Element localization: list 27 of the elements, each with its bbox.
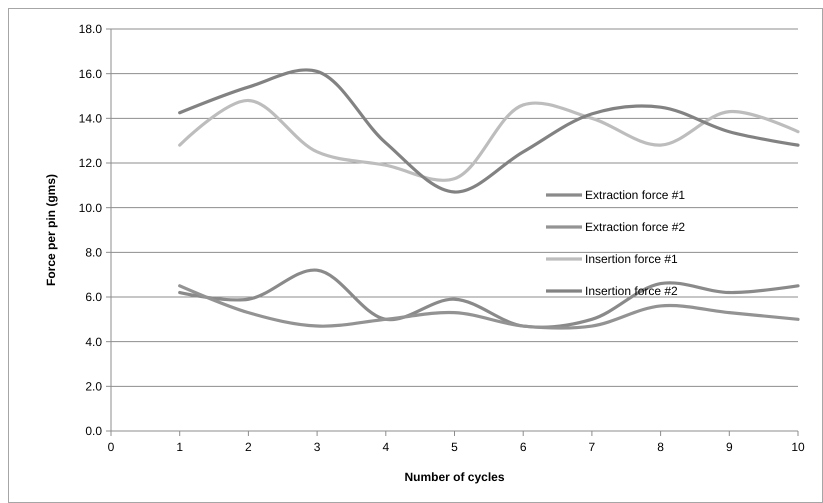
legend-label: Extraction force #2 (585, 220, 686, 234)
y-tick-label: 0.0 (85, 424, 102, 438)
x-tick-label: 6 (520, 440, 527, 454)
x-tick-label: 5 (451, 440, 458, 454)
x-tick-label: 2 (245, 440, 252, 454)
y-tick-label: 6.0 (85, 290, 102, 304)
y-tick-label: 14.0 (78, 112, 102, 126)
x-tick-label: 4 (382, 440, 390, 454)
x-tick-label: 10 (791, 440, 805, 454)
x-tick-label: 8 (657, 440, 664, 454)
y-axis-title: Force per pin (gms) (44, 174, 58, 286)
x-tick-label: 0 (108, 440, 115, 454)
legend-label: Insertion force #2 (585, 284, 678, 298)
x-axis-title: Number of cycles (404, 470, 505, 484)
y-tick-label: 2.0 (85, 380, 102, 394)
x-tick-label: 3 (314, 440, 321, 454)
y-tick-label: 10.0 (78, 200, 102, 215)
y-tick-label: 8.0 (85, 246, 102, 260)
y-tick-label: 12.0 (78, 156, 102, 170)
x-tick-label: 9 (726, 440, 733, 454)
x-tick-label: 1 (176, 440, 184, 454)
y-tick-label: 4.0 (85, 334, 102, 349)
legend-label: Extraction force #1 (585, 188, 686, 202)
legend-label: Insertion force #1 (585, 252, 678, 266)
y-tick-label: 18.0 (78, 22, 102, 36)
y-tick-label: 16.0 (78, 66, 102, 81)
x-tick-label: 7 (588, 440, 596, 454)
